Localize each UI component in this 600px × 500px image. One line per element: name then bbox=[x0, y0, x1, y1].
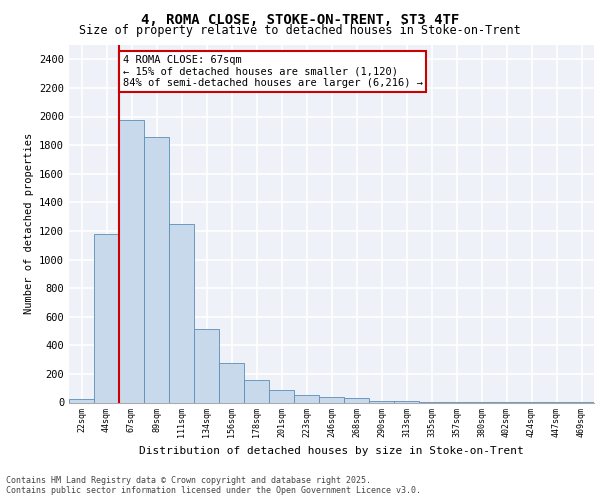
Bar bbox=[244, 380, 269, 402]
Bar bbox=[344, 398, 369, 402]
Bar bbox=[294, 396, 319, 402]
Text: 4, ROMA CLOSE, STOKE-ON-TRENT, ST3 4TF: 4, ROMA CLOSE, STOKE-ON-TRENT, ST3 4TF bbox=[141, 12, 459, 26]
Bar bbox=[69, 400, 94, 402]
Bar bbox=[169, 224, 194, 402]
X-axis label: Distribution of detached houses by size in Stoke-on-Trent: Distribution of detached houses by size … bbox=[139, 446, 524, 456]
Text: Contains public sector information licensed under the Open Government Licence v3: Contains public sector information licen… bbox=[6, 486, 421, 495]
Text: 4 ROMA CLOSE: 67sqm
← 15% of detached houses are smaller (1,120)
84% of semi-det: 4 ROMA CLOSE: 67sqm ← 15% of detached ho… bbox=[123, 55, 423, 88]
Bar bbox=[144, 137, 169, 402]
Text: Contains HM Land Registry data © Crown copyright and database right 2025.: Contains HM Land Registry data © Crown c… bbox=[6, 476, 371, 485]
Bar bbox=[219, 363, 244, 403]
Bar bbox=[194, 329, 219, 402]
Text: Size of property relative to detached houses in Stoke-on-Trent: Size of property relative to detached ho… bbox=[79, 24, 521, 37]
Bar bbox=[319, 398, 344, 402]
Y-axis label: Number of detached properties: Number of detached properties bbox=[23, 133, 34, 314]
Bar bbox=[269, 390, 294, 402]
Bar bbox=[119, 120, 144, 403]
Bar bbox=[94, 234, 119, 402]
Bar bbox=[369, 401, 394, 402]
